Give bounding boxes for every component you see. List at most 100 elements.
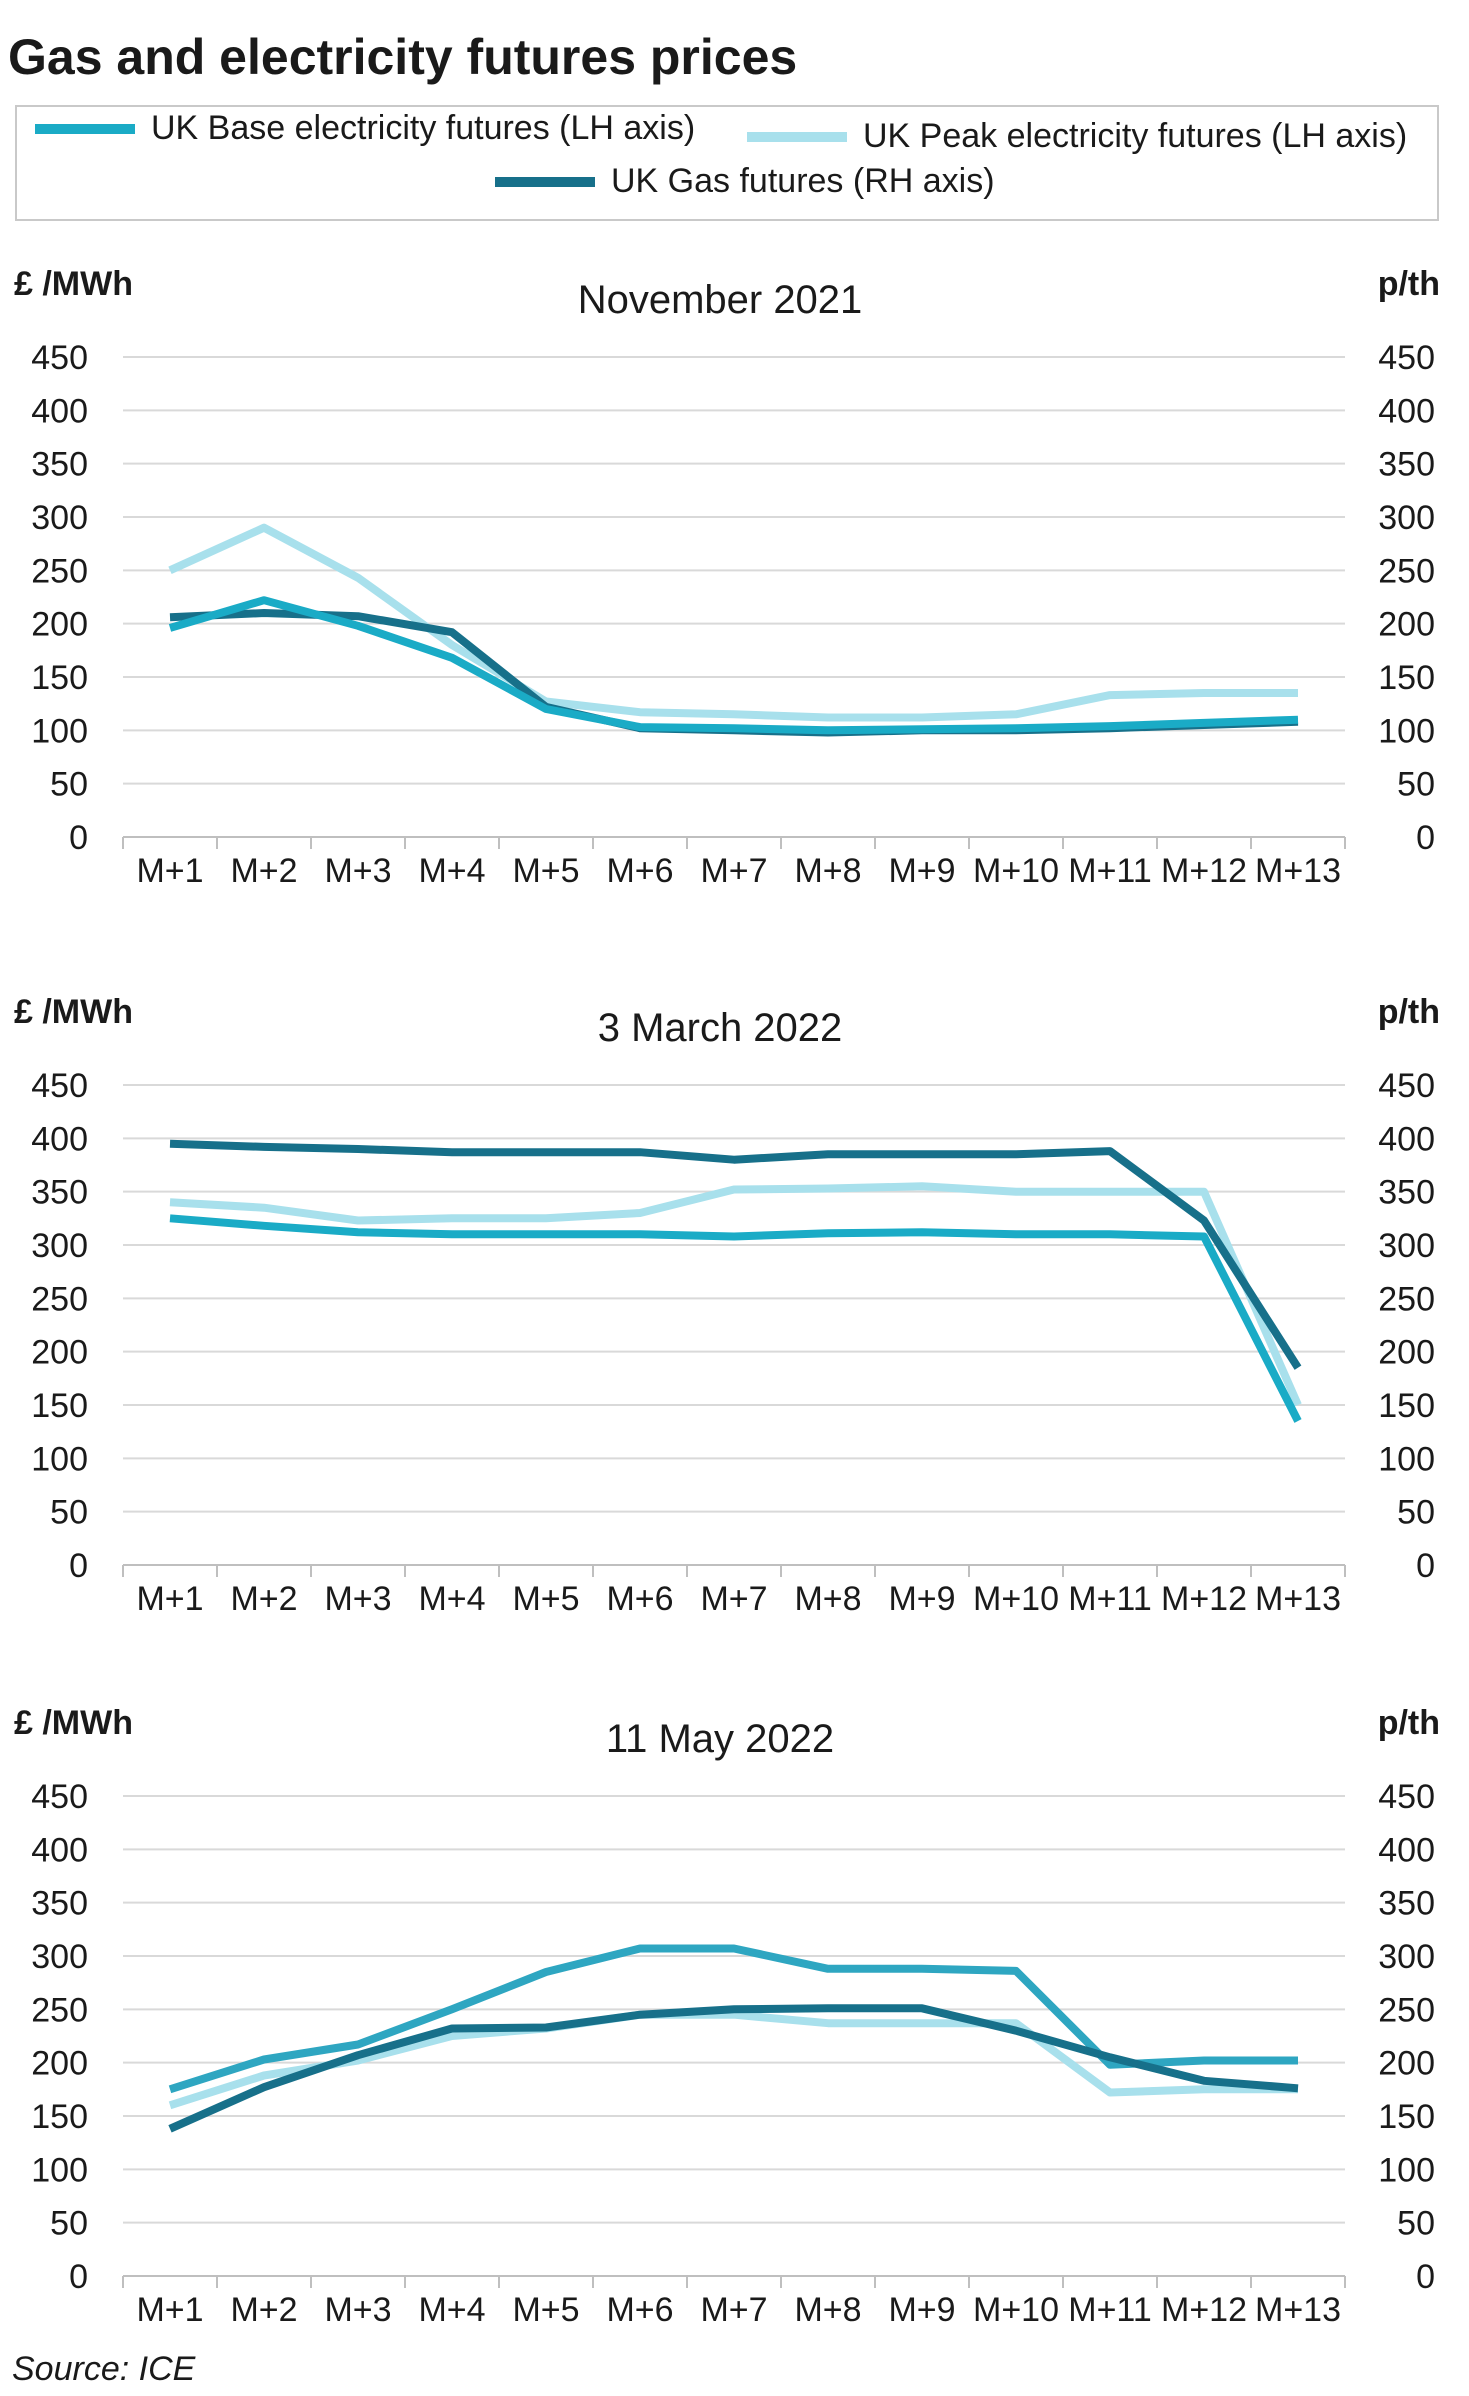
y-tick-label-left: 350: [31, 446, 88, 484]
y-tick-label-left: 450: [31, 1778, 88, 1816]
x-tick-label: M+6: [606, 852, 673, 890]
x-tick-label: M+10: [973, 2291, 1059, 2329]
x-tick-label: M+11: [1068, 2291, 1151, 2329]
x-tick-label: M+11: [1068, 852, 1151, 890]
x-tick-label: M+3: [324, 1580, 391, 1618]
y-axis-label-right: p/th: [1378, 265, 1440, 303]
y-tick-label-left: 250: [31, 1991, 88, 2029]
y-tick-label-left: 300: [31, 1227, 88, 1265]
y-tick-label-left: 250: [31, 1280, 88, 1318]
panel-title: November 2021: [578, 278, 863, 322]
y-tick-label-left: 300: [31, 499, 88, 537]
y-tick-label-left: 350: [31, 1174, 88, 1212]
x-tick-label: M+1: [136, 852, 203, 890]
y-tick-label-left: 0: [69, 2258, 88, 2296]
x-tick-label: M+6: [606, 2291, 673, 2329]
y-tick-label-right: 450: [1378, 1778, 1435, 1816]
y-tick-label-left: 150: [31, 659, 88, 697]
series-line-uk-peak-electricity-futures-lh-axis: [168, 523, 1298, 722]
legend-label-base: UK Base electricity futures (LH axis): [151, 109, 696, 147]
x-tick-label: M+6: [606, 1580, 673, 1618]
y-tick-label-right: 50: [1397, 766, 1435, 804]
x-tick-label: M+10: [973, 852, 1059, 890]
x-tick-label: M+1: [136, 2291, 203, 2329]
y-tick-label-left: 50: [50, 2205, 88, 2243]
y-tick-label-right: 450: [1378, 339, 1435, 377]
y-tick-label-left: 150: [31, 1387, 88, 1425]
chart-panel-mar-2022: £ /MWh p/th 3 March 2022 0 0 50 50 100 100 150 150…: [0, 983, 1469, 1623]
legend-swatch-base: [35, 123, 135, 134]
y-tick-label-left: 0: [69, 1547, 88, 1585]
x-tick-label: M+2: [230, 2291, 297, 2329]
y-tick-label-right: 250: [1378, 1991, 1435, 2029]
y-tick-label-right: 250: [1378, 1280, 1435, 1318]
legend-item-peak: UK Peak electricity futures (LH axis): [747, 117, 1407, 156]
y-tick-label-left: 450: [31, 1067, 88, 1105]
y-tick-label-right: 100: [1378, 712, 1435, 750]
series-line-uk-base-electricity-futures-lh-axis: [169, 1214, 1302, 1423]
y-tick-label-right: 0: [1416, 1547, 1435, 1585]
x-tick-label: M+8: [794, 852, 861, 890]
y-tick-label-right: 450: [1378, 1067, 1435, 1105]
y-axis-label-left: £ /MWh: [14, 265, 133, 303]
panel-title: 3 March 2022: [598, 1006, 843, 1050]
y-tick-label-right: 200: [1378, 1334, 1435, 1372]
y-tick-label-right: 300: [1378, 1938, 1435, 1976]
y-tick-label-right: 150: [1378, 2098, 1435, 2136]
series-line-uk-peak-electricity-futures-lh-axis: [169, 1182, 1302, 1407]
x-tick-label: M+4: [418, 852, 485, 890]
x-tick-label: M+1: [136, 1580, 203, 1618]
y-axis-label-right: p/th: [1378, 993, 1440, 1031]
y-tick-label-left: 250: [31, 552, 88, 590]
y-tick-label-right: 50: [1397, 2205, 1435, 2243]
y-tick-label-right: 100: [1378, 2151, 1435, 2189]
y-tick-label-right: 150: [1378, 1387, 1435, 1425]
y-axis-label-left: £ /MWh: [14, 993, 133, 1031]
x-tick-label: M+2: [230, 1580, 297, 1618]
y-tick-label-right: 300: [1378, 1227, 1435, 1265]
x-tick-label: M+8: [794, 1580, 861, 1618]
x-tick-label: M+11: [1068, 1580, 1151, 1618]
y-tick-label-left: 450: [31, 339, 88, 377]
y-tick-label-right: 150: [1378, 659, 1435, 697]
legend-item-base: UK Base electricity futures (LH axis): [35, 109, 695, 148]
y-tick-label-left: 100: [31, 712, 88, 750]
y-tick-label-right: 350: [1378, 1174, 1435, 1212]
y-axis-label-right: p/th: [1378, 1704, 1440, 1742]
y-tick-label-left: 300: [31, 1938, 88, 1976]
chart-svg-may-2022: £ /MWh p/th 11 May 2022 0 0 50 50 100 100 150 150 2…: [14, 1704, 1440, 2329]
chart-svg-nov-2021: £ /MWh p/th November 2021 0 0 50 50 100 100 150 15…: [14, 265, 1440, 890]
legend-label-gas: UK Gas futures (RH axis): [611, 162, 995, 200]
y-tick-label-left: 400: [31, 1831, 88, 1869]
x-tick-label: M+12: [1161, 852, 1247, 890]
x-tick-label: M+12: [1161, 1580, 1247, 1618]
y-tick-label-right: 350: [1378, 1885, 1435, 1923]
x-tick-label: M+12: [1161, 2291, 1247, 2329]
x-tick-label: M+5: [512, 2291, 579, 2329]
x-tick-label: M+9: [888, 852, 955, 890]
y-tick-label-right: 250: [1378, 552, 1435, 590]
y-tick-label-right: 400: [1378, 1831, 1435, 1869]
legend-label-peak: UK Peak electricity futures (LH axis): [863, 117, 1408, 155]
legend-swatch-gas: [495, 176, 595, 187]
x-tick-label: M+9: [888, 2291, 955, 2329]
y-tick-label-left: 200: [31, 2045, 88, 2083]
y-tick-label-left: 400: [31, 392, 88, 430]
y-tick-label-left: 0: [69, 819, 88, 857]
y-tick-label-left: 200: [31, 606, 88, 644]
x-tick-label: M+4: [418, 2291, 485, 2329]
chart-panel-may-2022: £ /MWh p/th 11 May 2022 0 0 50 50 100 100 150 150 2…: [0, 1694, 1469, 2334]
y-tick-label-left: 50: [50, 1494, 88, 1532]
legend: UK Base electricity futures (LH axis) UK…: [15, 105, 1439, 221]
x-tick-label: M+2: [230, 852, 297, 890]
chart-panel-nov-2021: £ /MWh p/th November 2021 0 0 50 50 100 100 150 15…: [0, 255, 1469, 895]
y-tick-label-left: 400: [31, 1120, 88, 1158]
y-tick-label-right: 300: [1378, 499, 1435, 537]
series-line-uk-gas-futures-rh-axis: [168, 2004, 1299, 2133]
x-tick-label: M+7: [700, 852, 767, 890]
y-tick-label-right: 0: [1416, 2258, 1435, 2296]
chart-svg-mar-2022: £ /MWh p/th 3 March 2022 0 0 50 50 100 100 150 150…: [14, 993, 1440, 1618]
y-tick-label-right: 400: [1378, 1120, 1435, 1158]
y-tick-label-right: 350: [1378, 446, 1435, 484]
y-tick-label-right: 0: [1416, 819, 1435, 857]
